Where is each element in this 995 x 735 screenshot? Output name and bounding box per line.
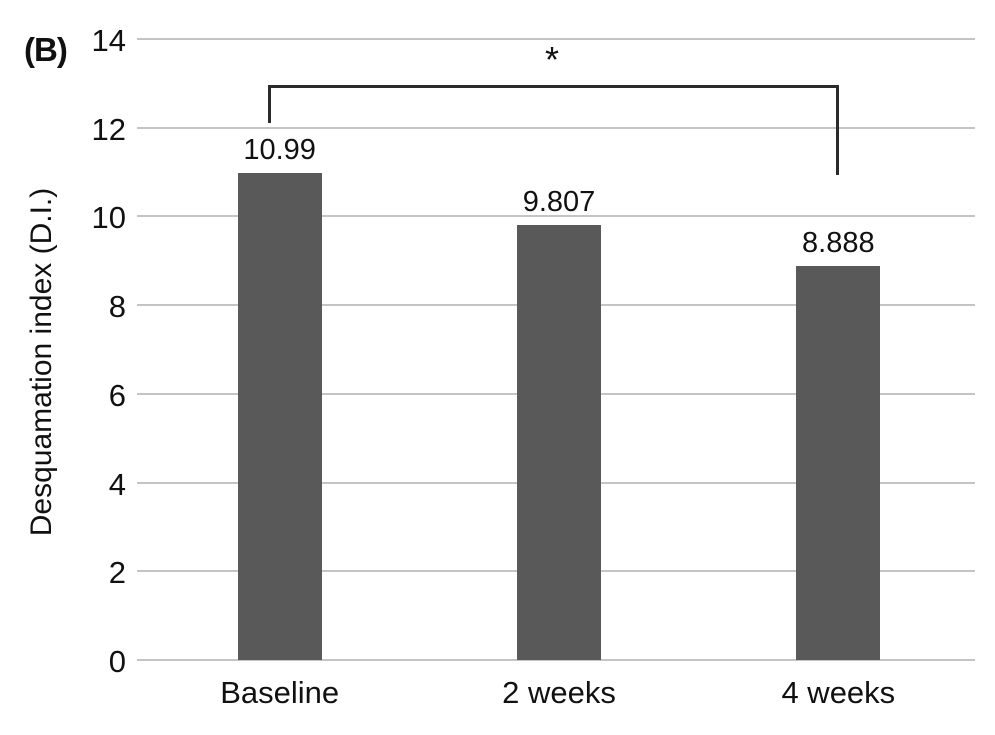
x-axis-category-label: 2 weeks — [502, 675, 616, 710]
bar-value-label: 10.99 — [243, 133, 316, 166]
gridline — [137, 659, 975, 661]
significance-bracket-left-leg — [267, 85, 271, 124]
bar — [796, 265, 881, 660]
gridline — [137, 126, 975, 129]
y-axis-tick-label: 4 — [108, 466, 126, 502]
significance-bracket-bar — [267, 85, 840, 89]
significance-bracket-right-leg — [836, 85, 840, 176]
gridline — [137, 215, 975, 218]
y-axis-tick-label: 0 — [108, 644, 126, 679]
gridline — [137, 38, 975, 40]
y-axis-tick-label: 14 — [91, 23, 126, 58]
y-axis-tick-label: 8 — [108, 289, 126, 325]
panel-label: (B) — [24, 31, 68, 68]
bar-value-label: 8.888 — [802, 226, 875, 259]
y-axis-tick-label: 2 — [108, 555, 126, 591]
y-axis-tick-label: 12 — [91, 111, 126, 147]
y-axis-tick-label: 6 — [108, 377, 126, 413]
x-axis-category-label: 4 weeks — [781, 675, 896, 710]
x-axis-category-label: Baseline — [220, 675, 340, 710]
significance-asterisk: * — [544, 39, 559, 81]
y-axis-tick-label: 10 — [91, 200, 126, 236]
bar — [517, 224, 601, 660]
bar-value-label: 9.807 — [522, 185, 596, 218]
bar — [237, 172, 322, 660]
